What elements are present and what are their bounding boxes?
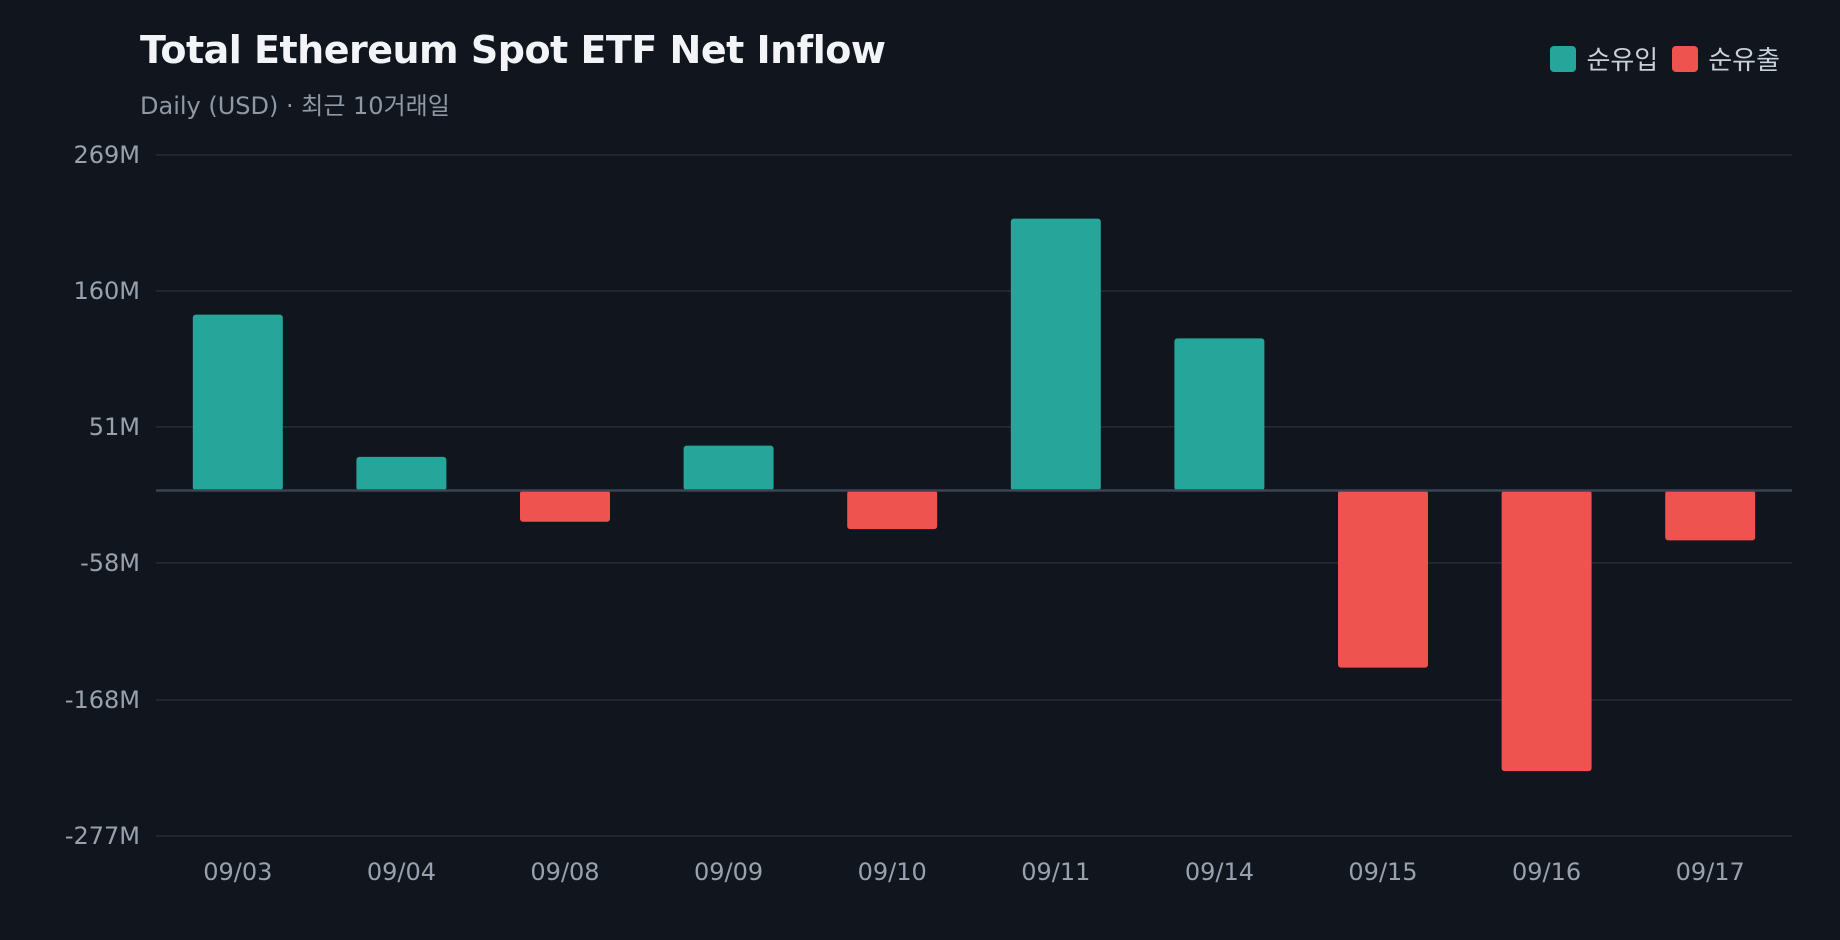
bar-09-16[interactable]: [1501, 490, 1592, 772]
y-tick-label: 269M: [73, 141, 140, 169]
legend-label-outflow: 순유출: [1708, 46, 1780, 76]
y-tick-label: -58M: [80, 549, 140, 577]
bars-layer: [192, 218, 1756, 772]
chart-subtitle: Daily (USD) · 최근 10거래일: [140, 92, 450, 120]
y-tick-label: 160M: [73, 277, 140, 305]
x-tick-label: 09/14: [1185, 858, 1254, 886]
y-tick-label: -277M: [65, 822, 140, 850]
legend-swatch-outflow: [1672, 45, 1699, 72]
legend-item-inflow[interactable]: 순유입: [1550, 40, 1658, 77]
bar-09-09[interactable]: [683, 445, 774, 491]
x-tick-label: 09/04: [367, 858, 436, 886]
chart-legend: 순유입 순유출: [1550, 40, 1780, 77]
x-tick-label: 09/16: [1512, 858, 1581, 886]
bar-09-03[interactable]: [192, 314, 283, 491]
legend-item-outflow[interactable]: 순유출: [1672, 40, 1780, 77]
bar-09-10[interactable]: [847, 490, 938, 530]
bar-09-14[interactable]: [1174, 338, 1265, 491]
bar-09-15[interactable]: [1338, 490, 1428, 668]
x-tick-label: 09/11: [1021, 858, 1090, 886]
bar-09-17[interactable]: [1665, 490, 1756, 541]
chart-title: Total Ethereum Spot ETF Net Inflow: [140, 28, 886, 72]
bar-09-04[interactable]: [356, 456, 447, 491]
y-tick-label: 51M: [89, 413, 140, 441]
y-axis-ticks: 269M 160M 51M -58M -168M -277M: [65, 141, 140, 850]
x-tick-label: 09/10: [858, 858, 927, 886]
x-tick-label: 09/08: [530, 858, 599, 886]
x-tick-label: 09/15: [1348, 858, 1417, 886]
x-axis-ticks: 09/03 09/04 09/08 09/09 09/10 09/11 09/14 09/15…: [203, 858, 1745, 886]
legend-label-inflow: 순유입: [1586, 46, 1659, 76]
y-tick-label: -168M: [65, 686, 140, 714]
x-tick-label: 09/17: [1676, 858, 1745, 886]
x-tick-label: 09/03: [203, 858, 272, 886]
x-tick-label: 09/09: [694, 858, 763, 886]
legend-swatch-inflow: [1550, 45, 1577, 72]
bar-09-11[interactable]: [1010, 218, 1101, 491]
bar-09-08[interactable]: [520, 490, 610, 522]
